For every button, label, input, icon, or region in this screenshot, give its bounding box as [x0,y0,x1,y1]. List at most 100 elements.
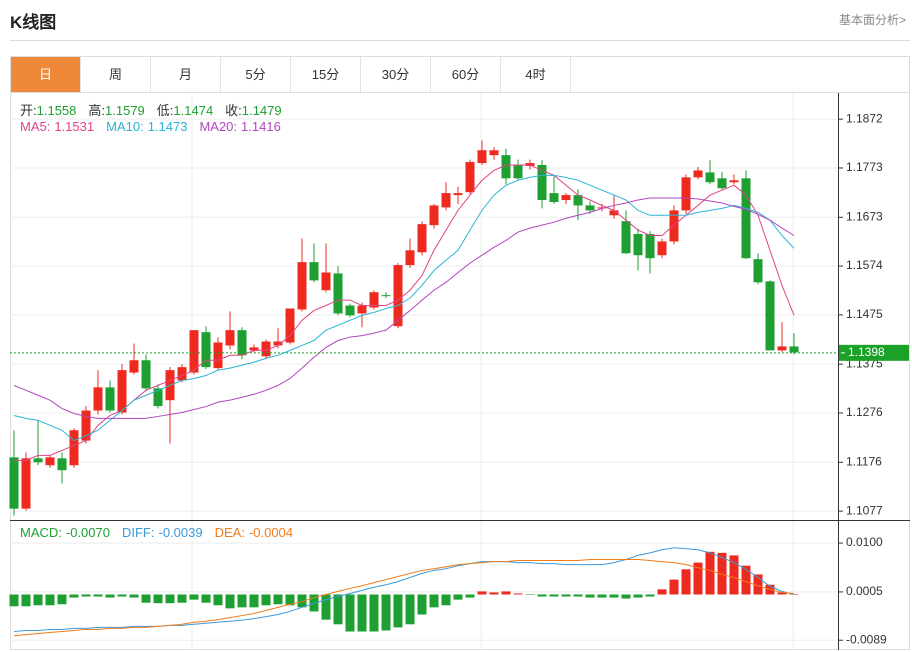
candle-body [429,205,439,226]
candle-body [405,250,415,266]
macd-bar [129,594,139,598]
macd-bar [69,594,79,598]
ma-line [13,559,795,637]
candle-body [9,457,19,509]
candle-body [633,234,643,256]
readout-value: 1.1479 [241,103,282,118]
candle-body [561,195,571,201]
candle-body [285,308,295,343]
candle-body [441,193,451,208]
candle-body [117,370,127,413]
candle-body [201,332,211,368]
period-tab[interactable]: 60分 [431,57,501,92]
candle-body [357,305,367,314]
macd-bar [105,594,115,598]
y-tick-label: 1.1773 [846,160,883,174]
macd-bar [573,594,583,597]
macd-bar [741,565,751,595]
macd-bar [657,589,667,595]
y-tick-label: 1.1475 [846,307,883,321]
candle-body [537,165,547,201]
macd-bar [369,594,379,632]
readout-value: 1.1579 [105,103,145,118]
candle-body [681,177,691,211]
macd-bar [453,594,463,600]
candle-body [501,155,511,179]
candle-body [69,430,79,466]
macd-bar [477,591,487,595]
legend-value: -0.0004 [248,525,294,540]
period-tabs: 日周月 5分 15分 30分 60分 4时 [10,56,910,93]
candle-body [645,234,655,259]
macd-bar [777,592,787,595]
candle-body [21,458,31,509]
period-tab[interactable]: 日 [11,57,81,92]
legend-value: -0.0039 [158,525,203,540]
ma-line [13,174,795,442]
period-tab[interactable]: 15分 [291,57,361,92]
candle-body [177,367,187,381]
macd-bar [693,562,703,595]
candle-body [81,410,91,441]
readout-label: 开: [20,103,37,118]
candle-body [765,281,775,351]
macd-bar [525,594,535,595]
candle-body [153,388,163,407]
candle-body [741,178,751,259]
candle-body [345,305,355,316]
legend-name: DIFF: [121,525,155,540]
macd-bar [561,594,571,597]
macd-bar [285,594,295,606]
candle-body [729,180,739,183]
readout-value: 1.1558 [36,103,77,118]
readout-label: 低: [156,103,174,118]
macd-bar [117,594,127,597]
candle-body [333,273,343,314]
candle-body [573,195,583,206]
macd-bar [441,594,451,606]
macd-bar [93,594,103,597]
fundamentals-link[interactable]: 基本面分析> [838,13,906,27]
period-tab[interactable]: 月 [151,57,221,92]
macd-bar [669,579,679,595]
macd-bar [753,574,763,595]
macd-bar [513,593,523,595]
y-tick-label: 1.1872 [846,111,883,125]
macd-bar [57,594,67,605]
period-tab[interactable]: 周 [81,57,151,92]
candle-body [57,458,67,471]
ohlc-readout: 开:1.1558 高:1.1579 低:1.1474 收:1.1479 [20,100,294,119]
candle-body [213,342,223,369]
macd-bar [237,594,247,608]
candle-body [693,170,703,178]
period-tab[interactable]: 4时 [501,57,571,92]
y-tick-label: 1.1574 [846,258,883,272]
y-tick-label: 1.1176 [846,454,882,468]
macd-bar [585,594,595,598]
y-tick-label: 1.1077 [846,503,883,517]
legend-value: 1.1531 [54,119,95,134]
candle-body [621,221,631,254]
y-tick-label: 1.1673 [846,209,883,223]
macd-readout: MACD: -0.0070 DIFF: -0.0039 DEA: -0.0004 [20,525,305,540]
macd-bar [645,594,655,597]
page-title: K线图 [10,13,57,32]
macd-bar [189,594,199,600]
candle-body [549,193,559,202]
candle-body [189,330,199,373]
macd-bar [609,594,619,598]
period-tab[interactable]: 5分 [221,57,291,92]
macd-bar [729,555,739,595]
macd-bar [597,594,607,598]
legend-name: MA10: [106,119,144,134]
macd-bar [381,594,391,631]
candle-body [477,150,487,164]
period-tab[interactable]: 30分 [361,57,431,92]
macd-bar [549,594,559,597]
macd-bar [165,594,175,604]
candle-body [753,259,763,283]
macd-bar [273,594,283,605]
candle-body [417,224,427,253]
candle-body [297,262,307,310]
candle-body [105,387,115,411]
